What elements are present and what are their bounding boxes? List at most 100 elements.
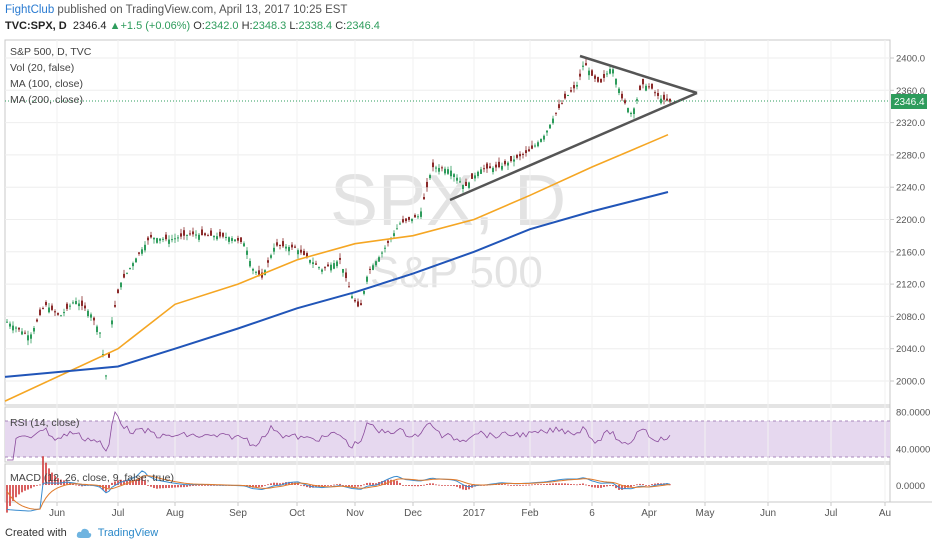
price-tick-label: 2000.0 [896,377,925,388]
trendline-lower[interactable] [449,91,698,202]
candle-body [480,169,482,174]
candle-body [75,301,77,305]
macd-bar [462,485,464,490]
candle-body [291,244,293,248]
legend-ma100[interactable]: MA (100, close) [10,78,83,90]
candle-body [612,69,614,74]
time-tick-label: May [696,508,715,519]
candle-body [24,332,26,334]
macd-bar [645,485,647,486]
candle-body [42,308,44,310]
candle-body [354,299,356,302]
candle-body [444,168,446,174]
macd-bar [144,480,146,485]
legend-volume[interactable]: Vol (20, false) [10,62,75,74]
macd-bar [381,481,383,485]
time-tick-label: Feb [521,508,539,519]
macd-bar [150,485,152,487]
candle-body [468,182,470,188]
candle-body [270,255,272,258]
candle-body [249,261,251,267]
candle-body [423,197,425,200]
candle-body [315,263,317,265]
macd-bar [579,483,581,485]
macd-bar [297,483,299,485]
time-tick-label: Oct [289,508,305,519]
candle-body [6,321,8,323]
candle-body [594,75,596,79]
macd-bar [423,484,425,486]
candle-body [132,263,134,267]
macd-bar [45,462,47,485]
candle-body [621,93,623,99]
candle-body [12,325,14,331]
low-value: 2338.4 [298,20,333,32]
candle-body [456,177,458,181]
time-tick-label: Nov [346,508,364,519]
author-link[interactable]: FightClub [5,4,55,16]
macd-bar [522,484,524,486]
candle-body [210,230,212,236]
macd-bar [351,485,353,487]
high-label: H: [241,20,253,32]
candle-body [285,246,287,249]
candle-body [624,100,626,104]
candle-body [306,253,308,258]
candle-body [123,273,125,278]
candle-body [117,289,119,294]
macd-bar [567,483,569,485]
macd-bar [594,485,596,488]
candle-body [30,334,32,339]
time-tick-label: Jun [49,508,65,519]
rsi-axis-ticks: 80.0000 40.0000 [896,408,930,456]
macd-bar [324,485,326,487]
trendline-upper[interactable] [579,54,698,95]
macd-bar [576,484,578,486]
last-price-label: 2346.4 [894,97,925,108]
time-tick-label: Aug [166,508,184,519]
candle-body [33,327,35,332]
price-tick-label: 2040.0 [896,344,925,355]
open-label: O: [193,20,205,32]
candle-body [294,246,296,248]
macd-bar [417,485,419,487]
macd-bar [621,485,623,490]
candle-body [312,262,314,265]
macd-bar [513,485,515,486]
macd-bar [582,483,584,485]
candle-body [48,307,50,313]
macd-bar [117,480,119,485]
footer-brand[interactable]: TradingView [97,527,159,539]
candle-body [642,78,644,85]
macd-bar [456,485,458,487]
candle-body [69,305,71,307]
candle-body [399,223,401,225]
candle-body [498,161,500,168]
candle-body [228,237,230,242]
macd-bar [54,475,56,485]
candle-body [78,303,80,307]
macd-bar [327,485,329,486]
candle-body [219,231,221,237]
candle-body [603,74,605,78]
macd-bar [510,484,512,486]
macd-bar [273,482,275,485]
macd-line [6,470,671,512]
candle-body [237,237,239,241]
macd-bar [501,483,503,485]
macd-bar [135,479,137,485]
candle-body [207,235,209,237]
candle-body [39,309,41,316]
footer: Created with TradingView [5,527,158,539]
macd-bar [642,484,644,485]
macd-bar [36,485,38,486]
candle-body [576,84,578,87]
up-arrow-icon: ▲ [109,20,121,32]
candle-body [663,94,665,100]
candle-body [462,184,464,189]
candle-body [606,73,608,75]
legend-ma200[interactable]: MA (200, close) [10,94,83,106]
macd-bar [375,483,377,485]
macd-bar [192,485,194,486]
